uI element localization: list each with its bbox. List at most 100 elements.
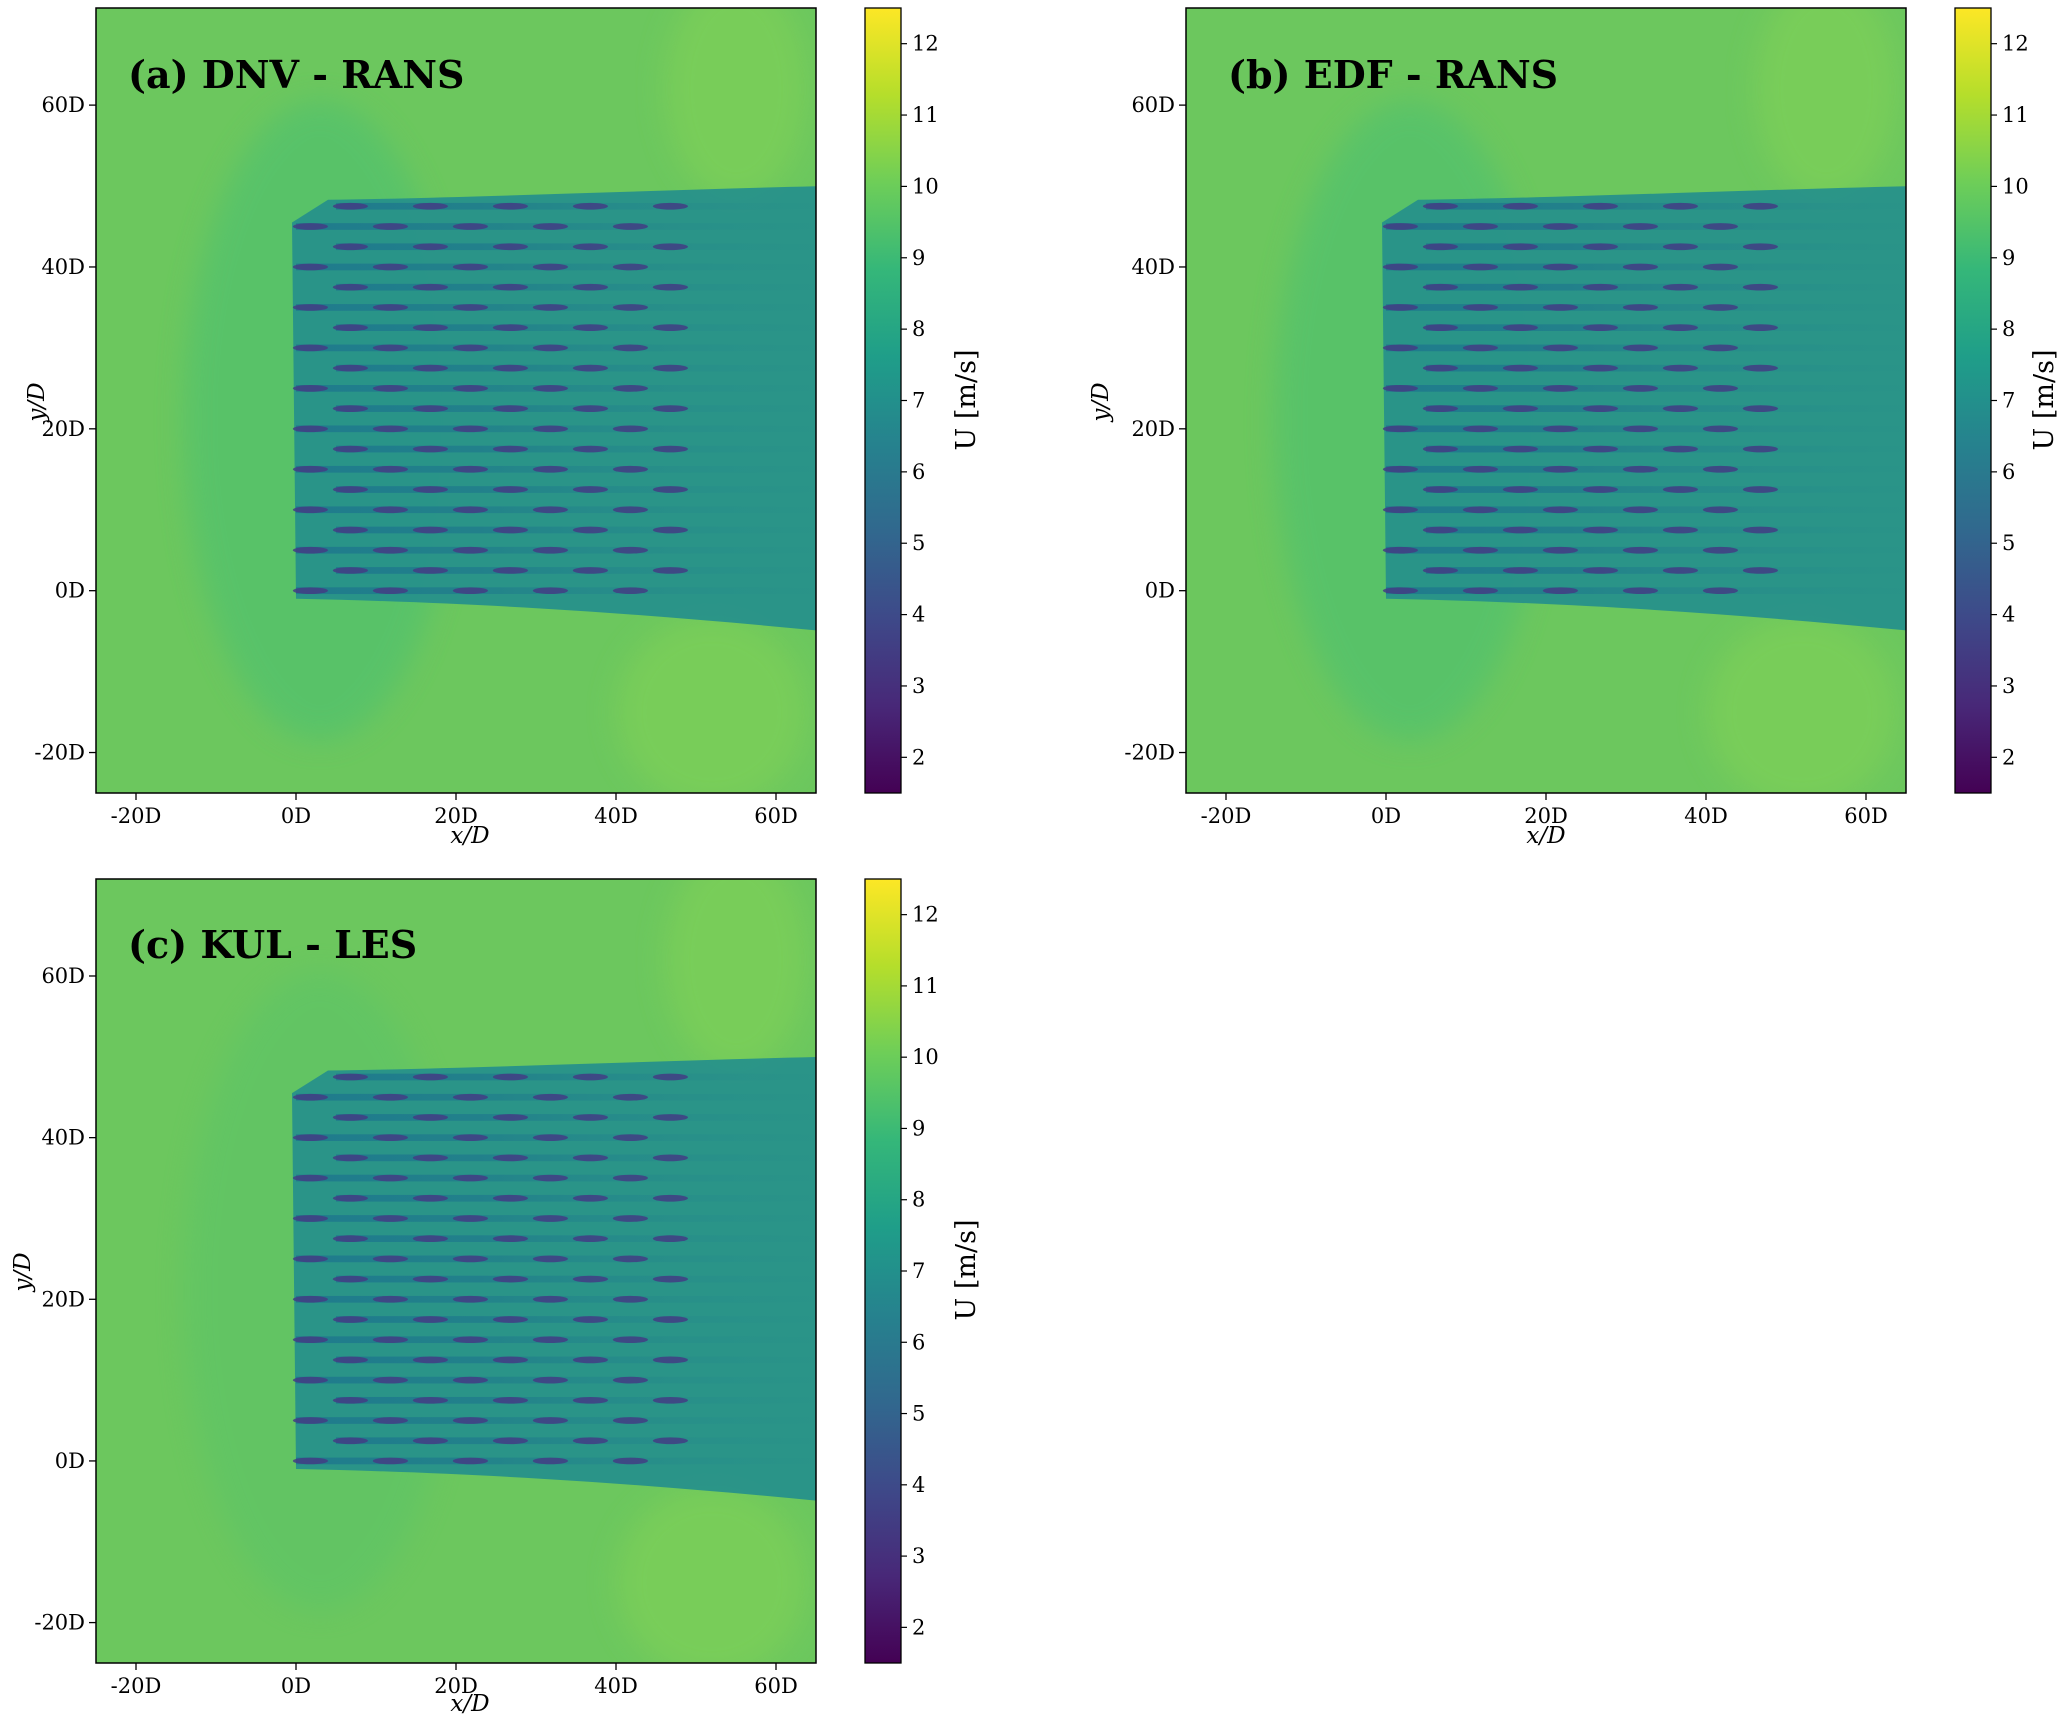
panel-c-colorbar [864, 878, 902, 1664]
panel-b-turbine [1422, 364, 1458, 372]
panel-c-turbine [572, 1275, 609, 1283]
panel-c-turbine [492, 1396, 528, 1404]
panel-b-turbine [1582, 526, 1618, 534]
panel-c-turbine [332, 1437, 368, 1445]
panel-a-xtick-label: 60D [754, 804, 798, 828]
panel-b-colorbar-tick-label: 5 [2002, 531, 2015, 555]
panel-b-turbine [1622, 223, 1658, 230]
panel-a-turbine [492, 324, 528, 332]
panel-a-turbine [332, 486, 368, 493]
panel-b-xlabel: x/D [1526, 823, 1565, 849]
panel-c-turbine [452, 1215, 488, 1222]
panel-c-turbine [492, 1073, 528, 1081]
panel-b-turbine [1382, 263, 1418, 271]
panel-c-turbine [412, 1316, 448, 1323]
panel-c-turbine [612, 1134, 649, 1141]
panel-c-turbine [292, 1215, 328, 1222]
panel-a-turbine [412, 324, 448, 332]
panel-c-turbine [572, 1194, 609, 1202]
panel-a-turbine [532, 465, 569, 473]
panel-a-ytick-label: -20D [34, 741, 85, 765]
panel-a-ylabel: y/D [24, 382, 50, 422]
panel-c-turbine [572, 1437, 609, 1445]
panel-b-turbine [1502, 283, 1538, 291]
panel-c-ytick-label: 20D [41, 1287, 85, 1311]
panel-c-turbine [532, 1134, 569, 1141]
panel-a-colorbar-tick-label: 5 [912, 531, 925, 555]
panel-c-turbine [652, 1437, 689, 1445]
panel-b-turbine [1502, 567, 1538, 574]
panel-b-turbine [1542, 587, 1578, 595]
panel-a-turbine [372, 223, 408, 230]
panel-c-turbine [292, 1336, 328, 1344]
panel-b-ylabel: y/D [1090, 382, 1114, 422]
panel-a-turbine [572, 324, 609, 332]
panel-b-turbine [1422, 202, 1458, 210]
panel-b-chart: (b) EDF - RANS -20D 0D 20D 40D 60D -20D 0D 20D… [1088, 7, 2060, 849]
panel-b-turbine [1742, 567, 1778, 574]
panel-c-turbine [612, 1336, 649, 1344]
panel-a-turbine [572, 405, 609, 412]
panel-b-turbine [1622, 385, 1658, 392]
panel-c-turbine [412, 1073, 448, 1081]
panel-b-colorbar-tick-label: 6 [2002, 460, 2015, 484]
panel-b-turbine [1542, 263, 1578, 271]
panel-b: (b) EDF - RANS -20D 0D 20D 40D 60D -20D 0D 20D… [1088, 0, 2067, 860]
panel-a-turbine [452, 546, 488, 554]
panel-c-ytick-label: 0D [55, 1449, 85, 1473]
panel-b-turbine [1382, 425, 1418, 433]
panel-b-colorbar-tick-label: 8 [2002, 317, 2015, 341]
panel-b-turbine [1662, 567, 1698, 574]
panel-c-turbine [332, 1194, 368, 1202]
panel-c-turbine [372, 1093, 408, 1101]
panel-a-xtick-label: 0D [281, 804, 311, 828]
panel-c-turbine [372, 1255, 408, 1263]
panel-a-turbine [292, 425, 328, 433]
panel-b-turbine [1582, 567, 1618, 574]
panel-a-turbine [612, 465, 649, 473]
panel-a-turbine [612, 506, 649, 514]
panel-a-turbine [652, 445, 689, 453]
panel-b-turbine [1662, 202, 1698, 210]
panel-a-turbine [372, 425, 408, 433]
panel-b-turbine [1382, 546, 1418, 554]
panel-a-turbine [452, 304, 488, 311]
panel-a: (a) DNV - RANS -20D 0D 20D 40D 60D -20D 0D 20D… [0, 0, 1000, 860]
panel-c-turbine [332, 1356, 368, 1364]
panel-c-turbine [652, 1235, 689, 1243]
panel-c-turbine [612, 1255, 649, 1263]
panel-c-turbine [452, 1457, 488, 1465]
panel-a-turbine [532, 385, 569, 392]
panel-b-turbine [1702, 344, 1738, 352]
panel-b-turbine [1502, 445, 1538, 453]
panel-c-colorbar-tick-label: 10 [912, 1045, 939, 1069]
panel-a-turbine [332, 526, 368, 534]
panel-b-turbine [1502, 405, 1538, 412]
panel-b-turbine [1622, 425, 1658, 433]
panel-b-turbine [1622, 546, 1658, 554]
panel-a-turbine [372, 304, 408, 311]
panel-b-turbine [1582, 283, 1618, 291]
panel-c-turbine [332, 1396, 368, 1404]
panel-a-turbine [492, 526, 528, 534]
panel-a-turbine [412, 243, 448, 251]
panel-c: (c) KUL - LES -20D 0D 20D 40D 60D -20D 0D 20D 4… [0, 870, 1000, 1719]
panel-b-turbine [1582, 324, 1618, 332]
panel-b-colorbar-tick-label: 7 [2002, 389, 2015, 413]
panel-b-turbine [1742, 364, 1778, 372]
panel-a-turbine [652, 567, 689, 574]
panel-a-colorbar-tick-label: 8 [912, 317, 925, 341]
panel-b-turbine [1662, 526, 1698, 534]
panel-c-turbine [292, 1134, 328, 1141]
panel-b-xtick-label: 60D [1844, 804, 1888, 828]
panel-c-turbine [612, 1295, 649, 1303]
panel-a-turbine [652, 202, 689, 210]
panel-c-turbine [372, 1215, 408, 1222]
panel-c-turbine [372, 1134, 408, 1141]
panel-c-turbine [452, 1174, 488, 1182]
panel-b-turbine [1622, 344, 1658, 352]
panel-b-turbine [1462, 587, 1498, 595]
panel-a-colorbar-tick-label: 10 [912, 174, 939, 198]
panel-a-turbine [612, 344, 649, 352]
panel-a-turbine [452, 223, 488, 230]
